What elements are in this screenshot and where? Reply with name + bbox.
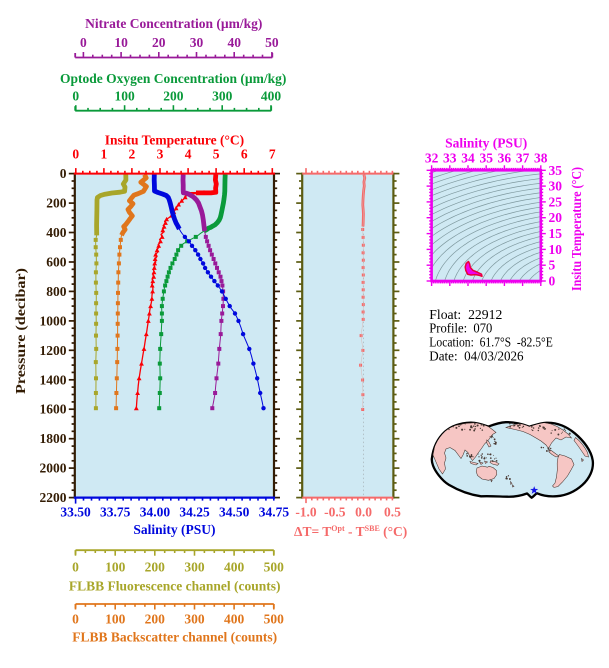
svg-text:1800: 1800 [40, 431, 67, 446]
svg-text:400: 400 [224, 560, 245, 575]
svg-text:1200: 1200 [40, 343, 67, 358]
svg-text:1600: 1600 [40, 402, 67, 417]
svg-text:30: 30 [190, 35, 204, 50]
svg-text:5: 5 [213, 147, 220, 162]
svg-text:FLBB Fluorescence channel (cou: FLBB Fluorescence channel (counts) [69, 579, 281, 594]
svg-text:Date: 04/03/2026: Date: 04/03/2026 [429, 350, 523, 365]
svg-text:7: 7 [269, 147, 276, 162]
svg-text:200: 200 [163, 89, 184, 104]
svg-text:33.50: 33.50 [60, 505, 91, 520]
svg-text:0: 0 [60, 166, 67, 181]
svg-text:25: 25 [549, 194, 563, 209]
svg-text:50: 50 [265, 35, 279, 50]
svg-text:Insitu Temperature (°C): Insitu Temperature (°C) [105, 133, 244, 148]
svg-text:6: 6 [241, 147, 248, 162]
svg-text:FLBB Backscatter channel (coun: FLBB Backscatter channel (counts) [72, 630, 277, 645]
svg-text:100: 100 [105, 560, 126, 575]
svg-text:33.75: 33.75 [100, 505, 131, 520]
svg-text:400: 400 [46, 225, 67, 240]
svg-text:3: 3 [157, 147, 164, 162]
svg-text:0.5: 0.5 [384, 505, 401, 520]
svg-text:400: 400 [261, 89, 282, 104]
svg-text:20: 20 [549, 210, 563, 225]
svg-text:400: 400 [224, 612, 245, 627]
svg-text:1000: 1000 [40, 313, 67, 328]
svg-text:500: 500 [264, 560, 285, 575]
svg-text:600: 600 [46, 255, 67, 270]
svg-text:40: 40 [227, 35, 241, 50]
svg-text:100: 100 [105, 612, 126, 627]
svg-text:0.0: 0.0 [355, 505, 372, 520]
svg-text:2200: 2200 [40, 490, 67, 505]
svg-text:30: 30 [549, 179, 563, 194]
svg-text:10: 10 [549, 242, 563, 257]
svg-text:Location: 61.7°S -82.5°E: Location: 61.7°S -82.5°E [429, 336, 553, 351]
svg-text:34.25: 34.25 [179, 505, 210, 520]
svg-text:34.50: 34.50 [219, 505, 250, 520]
svg-text:200: 200 [46, 196, 67, 211]
svg-text:ΔT= TOpt - TSBE (°C): ΔT= TOpt - TSBE (°C) [294, 524, 407, 539]
svg-text:32: 32 [425, 151, 439, 166]
svg-text:Insitu Temperature (°C): Insitu Temperature (°C) [569, 167, 584, 291]
svg-text:0: 0 [72, 147, 79, 162]
svg-text:34: 34 [461, 151, 475, 166]
svg-text:33: 33 [443, 151, 457, 166]
svg-text:37: 37 [516, 151, 530, 166]
svg-text:35: 35 [479, 151, 493, 166]
svg-text:4: 4 [185, 147, 192, 162]
svg-text:800: 800 [46, 284, 67, 299]
svg-text:300: 300 [184, 612, 205, 627]
svg-text:36: 36 [498, 151, 512, 166]
svg-text:Salinity (PSU): Salinity (PSU) [133, 522, 215, 537]
svg-text:0: 0 [549, 274, 556, 289]
svg-text:Pressure (decibar): Pressure (decibar) [14, 268, 29, 394]
svg-text:5: 5 [549, 258, 556, 273]
svg-text:Profile: 070: Profile: 070 [429, 322, 492, 337]
svg-text:300: 300 [184, 560, 205, 575]
svg-text:38: 38 [534, 151, 548, 166]
svg-text:20: 20 [152, 35, 166, 50]
svg-text:34.75: 34.75 [259, 505, 290, 520]
svg-text:1400: 1400 [40, 372, 67, 387]
svg-text:200: 200 [145, 560, 166, 575]
svg-text:0: 0 [72, 560, 79, 575]
svg-text:300: 300 [212, 89, 233, 104]
svg-text:2: 2 [129, 147, 136, 162]
svg-text:15: 15 [549, 226, 563, 241]
svg-text:10: 10 [114, 35, 128, 50]
svg-text:1: 1 [101, 147, 108, 162]
svg-text:Nitrate Concentration (µm/kg): Nitrate Concentration (µm/kg) [85, 16, 262, 31]
svg-text:500: 500 [264, 612, 285, 627]
svg-text:-0.5: -0.5 [324, 505, 346, 520]
svg-text:2000: 2000 [40, 461, 67, 476]
svg-text:0: 0 [72, 612, 79, 627]
svg-text:Optode Oxygen Concentration (µ: Optode Oxygen Concentration (µm/kg) [60, 71, 286, 86]
svg-text:100: 100 [114, 89, 135, 104]
svg-text:200: 200 [145, 612, 166, 627]
svg-text:-1.0: -1.0 [295, 505, 317, 520]
svg-text:35: 35 [549, 163, 563, 178]
svg-text:0: 0 [80, 35, 87, 50]
svg-text:34.00: 34.00 [140, 505, 171, 520]
svg-text:Salinity (PSU): Salinity (PSU) [445, 136, 527, 151]
svg-text:0: 0 [72, 89, 79, 104]
